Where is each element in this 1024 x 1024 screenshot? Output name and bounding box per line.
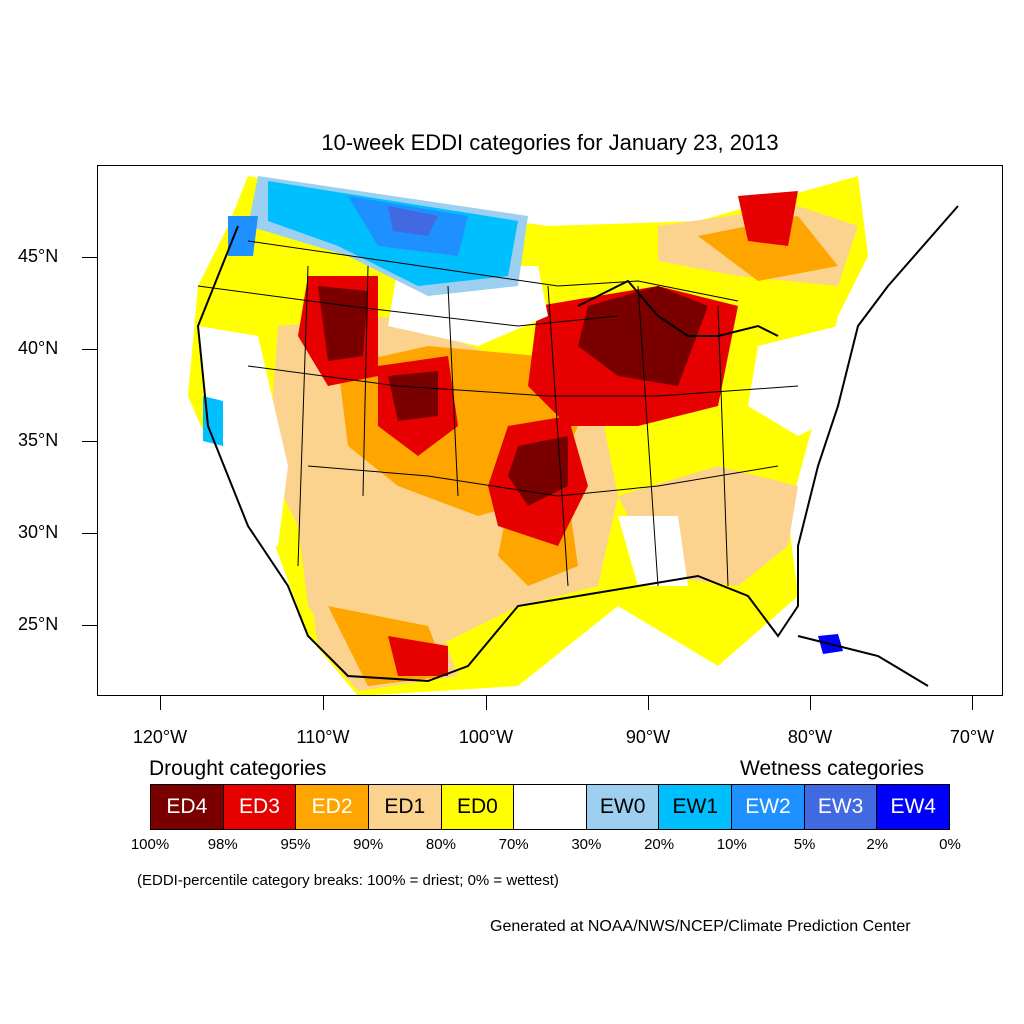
lon-tick-120 xyxy=(160,696,161,710)
lon-label-80: 80°W xyxy=(787,727,833,747)
lat-tick-30 xyxy=(82,533,97,534)
map-svg xyxy=(188,176,959,695)
legend-ed3: ED3 xyxy=(223,785,297,829)
legend-bar: ED4 ED3 ED2 ED1 ED0 EW0 EW1 EW2 EW3 EW4 xyxy=(150,784,950,830)
lon-tick-80 xyxy=(810,696,811,710)
category-breaks-note: (EDDI-percentile category breaks: 100% =… xyxy=(137,872,559,889)
legend-ew2: EW2 xyxy=(732,785,805,829)
region-ew2-washington xyxy=(228,216,258,256)
percentile-break: 20% xyxy=(644,836,675,853)
percentile-break: 2% xyxy=(866,836,889,853)
region-ew1-california xyxy=(203,396,223,446)
region-ed4-oklahoma xyxy=(508,436,568,506)
region-ed4-colorado xyxy=(388,371,438,421)
percentile-break: 98% xyxy=(207,836,238,853)
percentile-break: 70% xyxy=(498,836,529,853)
region-ed2-canada xyxy=(698,216,838,281)
legend-ew4: EW4 xyxy=(877,785,950,829)
legend-ed0: ED0 xyxy=(441,785,515,829)
lon-tick-70 xyxy=(972,696,973,710)
legend-ed4: ED4 xyxy=(151,785,224,829)
lat-tick-25 xyxy=(82,625,97,626)
lon-label-90: 90°W xyxy=(625,727,671,747)
legend-ew0: EW0 xyxy=(586,785,660,829)
region-ew3-montana xyxy=(388,206,438,236)
region-normal-northeast xyxy=(748,326,858,436)
legend-normal xyxy=(514,785,587,829)
drought-categories-title: Drought categories xyxy=(149,757,327,780)
region-normal-gulf xyxy=(618,516,688,586)
percentile-break: 80% xyxy=(425,836,456,853)
region-normal-west xyxy=(198,326,288,546)
legend-ed1: ED1 xyxy=(368,785,442,829)
credit-line: Generated at NOAA/NWS/NCEP/Climate Predi… xyxy=(490,918,911,935)
legend-ew1: EW1 xyxy=(659,785,733,829)
lat-tick-45 xyxy=(82,257,97,258)
percentile-break: 95% xyxy=(280,836,311,853)
percentile-break: 5% xyxy=(793,836,816,853)
lon-tick-90 xyxy=(648,696,649,710)
region-ed4-idaho xyxy=(318,286,368,361)
region-ed3-canada xyxy=(738,191,798,246)
percentile-break: 90% xyxy=(353,836,384,853)
map-frame xyxy=(97,165,1003,696)
lat-label-45: 45°N xyxy=(18,246,59,266)
coastlines xyxy=(196,205,959,687)
lon-label-110: 110°W xyxy=(296,727,350,747)
percentile-break: 100% xyxy=(130,836,170,853)
lat-label-30: 30°N xyxy=(18,522,59,542)
percentile-break: 0% xyxy=(939,836,961,853)
legend-ew3: EW3 xyxy=(804,785,878,829)
chart-title: 10-week EDDI categories for January 23, … xyxy=(321,130,779,155)
lon-label-120: 120°W xyxy=(132,727,188,747)
percentile-break: 10% xyxy=(716,836,747,853)
lon-label-70: 70°W xyxy=(949,727,995,747)
lat-tick-40 xyxy=(82,349,97,350)
lat-tick-35 xyxy=(82,441,97,442)
boundaries xyxy=(197,240,799,587)
lon-label-100: 100°W xyxy=(458,727,514,747)
lat-label-35: 35°N xyxy=(18,430,59,450)
region-ed3-mexico xyxy=(388,636,448,676)
lat-label-40: 40°N xyxy=(18,338,59,358)
lat-label-25: 25°N xyxy=(18,614,59,634)
lon-tick-100 xyxy=(486,696,487,710)
percentile-break: 30% xyxy=(571,836,602,853)
wetness-categories-title: Wetness categories xyxy=(740,757,925,780)
lon-tick-110 xyxy=(323,696,324,710)
region-ed4-wisconsin-michigan xyxy=(578,286,708,386)
legend-ed2: ED2 xyxy=(296,785,369,829)
